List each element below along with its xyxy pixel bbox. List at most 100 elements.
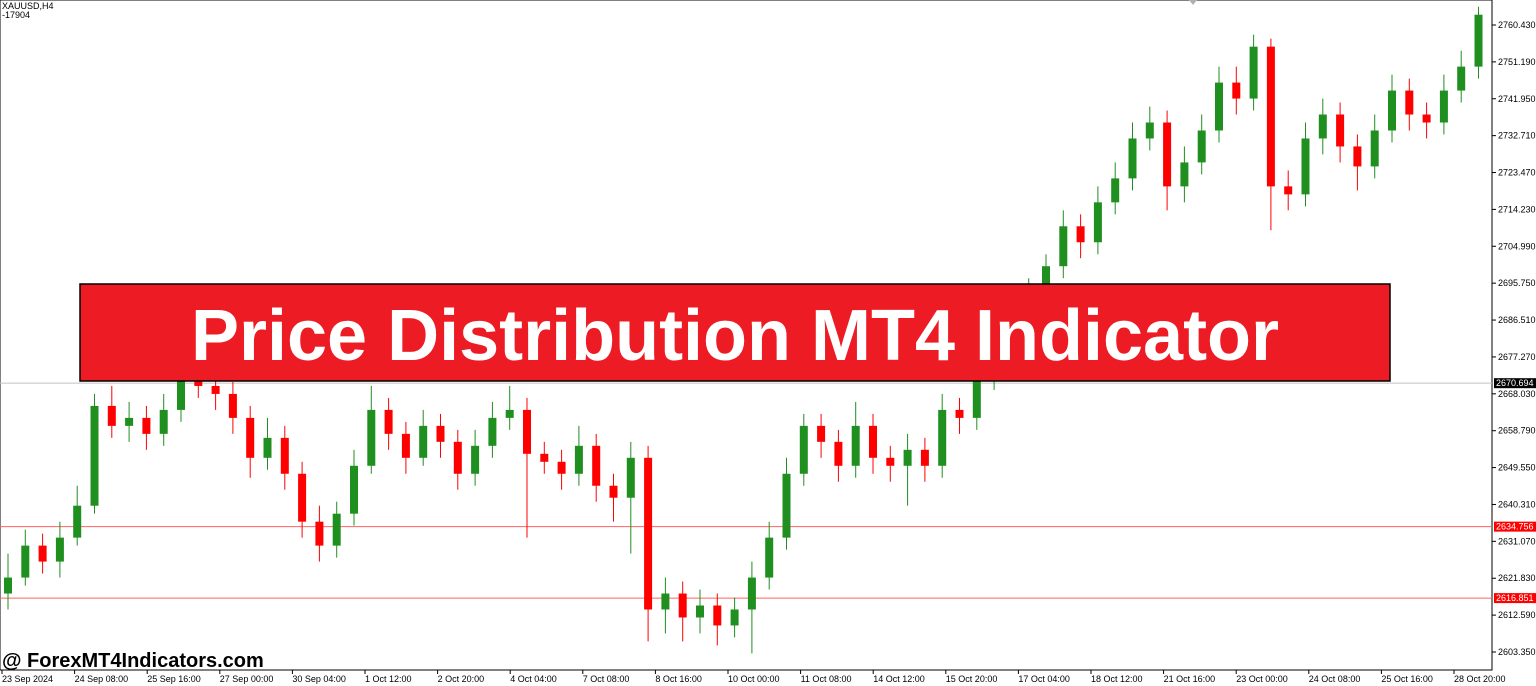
x-tick-label: 23 Oct 00:00 — [1236, 674, 1288, 684]
candle-body — [1284, 186, 1293, 195]
candle-body — [851, 425, 860, 466]
banner-title: Price Distribution MT4 Indicator — [191, 296, 1279, 376]
candle-body — [142, 417, 151, 434]
candle-body — [177, 377, 185, 410]
candle-body — [903, 449, 912, 466]
candle-body — [38, 545, 47, 562]
candle-body — [1422, 114, 1431, 123]
candle-body — [1388, 90, 1396, 131]
candle-body — [1042, 266, 1050, 291]
candle-body — [1336, 114, 1345, 147]
candle-body — [1163, 122, 1172, 187]
candle-body — [453, 441, 462, 474]
candle-body — [1249, 46, 1258, 99]
candle-body — [540, 453, 549, 462]
x-tick-label: 24 Oct 08:00 — [1309, 674, 1361, 684]
candle-body — [246, 417, 255, 458]
candle-body — [298, 473, 307, 522]
candle-body — [557, 461, 566, 474]
candle-body — [471, 445, 480, 474]
candle-body — [159, 409, 168, 434]
candle-body — [1301, 138, 1310, 195]
candle-body — [817, 425, 826, 442]
candle-body — [436, 425, 445, 442]
symbol: XAUUSD,H4 — [2, 1, 54, 11]
x-tick-label: 25 Oct 16:00 — [1381, 674, 1433, 684]
candle-body — [211, 385, 220, 394]
candle-body — [609, 485, 618, 498]
y-tick-label: 2704.990 — [1498, 241, 1536, 251]
y-tick-label: 2658.790 — [1498, 426, 1536, 436]
y-tick-label: 2732.710 — [1498, 131, 1536, 141]
candle-body — [1076, 226, 1085, 243]
candle-body — [1439, 90, 1448, 123]
x-tick-label: 18 Oct 12:00 — [1091, 674, 1143, 684]
candle-body — [626, 457, 635, 498]
candle-body — [1059, 226, 1068, 267]
level-label: 2616.851 — [1496, 593, 1534, 603]
level-label-box — [1494, 593, 1536, 604]
subtitle: -17904 — [2, 10, 30, 20]
y-tick-label: 2686.510 — [1498, 315, 1536, 325]
candle-body — [505, 409, 514, 418]
candle-body — [194, 377, 203, 386]
x-tick-label: 21 Oct 16:00 — [1164, 674, 1216, 684]
x-tick-label: 28 Oct 20:00 — [1454, 674, 1506, 684]
candle-body — [938, 409, 947, 466]
y-tick-label: 2612.590 — [1498, 610, 1536, 620]
candle-body — [1405, 90, 1414, 115]
candle-body — [228, 393, 237, 418]
candle-body — [1232, 82, 1241, 99]
candle-body — [21, 545, 30, 578]
candle-body — [280, 437, 289, 474]
candle-body — [4, 577, 12, 594]
candle-body — [263, 437, 272, 458]
y-tick-label: 2603.350 — [1498, 647, 1536, 657]
candle-body — [1318, 114, 1327, 139]
y-tick-label: 2714.230 — [1498, 204, 1536, 214]
level-label: 2670.694 — [1496, 378, 1534, 388]
banner — [79, 283, 1391, 382]
candle-body — [1180, 162, 1189, 187]
x-tick-label: 4 Oct 04:00 — [510, 674, 557, 684]
shift-marker — [1189, 0, 1197, 5]
candle-body — [90, 405, 99, 506]
candle-body — [834, 441, 843, 466]
candle-body — [886, 457, 895, 466]
y-tick-label: 2668.030 — [1498, 389, 1536, 399]
y-tick-label: 2751.190 — [1498, 57, 1536, 67]
x-tick-label: 17 Oct 04:00 — [1018, 674, 1070, 684]
y-tick-label: 2621.830 — [1498, 573, 1536, 583]
candle-body — [1474, 14, 1483, 67]
candle-body — [1111, 178, 1120, 203]
candle-body — [55, 537, 64, 562]
level-label-box — [1494, 521, 1536, 532]
x-tick-label: 7 Oct 08:00 — [583, 674, 630, 684]
candle-body — [1093, 202, 1102, 243]
x-tick-label: 27 Sep 00:00 — [220, 674, 274, 684]
y-tick-label: 2631.070 — [1498, 536, 1536, 546]
candle-body — [678, 593, 687, 618]
candle-body — [592, 445, 601, 486]
candle-body — [384, 409, 393, 434]
x-tick-label: 15 Oct 20:00 — [946, 674, 998, 684]
candle-body — [332, 513, 341, 546]
candle-body — [1353, 146, 1362, 167]
candle-body — [730, 609, 739, 626]
candle-body — [1215, 82, 1223, 131]
candle-body — [574, 445, 583, 474]
x-tick-label: 25 Sep 16:00 — [147, 674, 201, 684]
candle-body — [107, 405, 116, 426]
candle-body — [1457, 66, 1466, 91]
candle-body — [955, 409, 964, 418]
x-tick-label: 10 Oct 00:00 — [728, 674, 780, 684]
candle-body — [1370, 130, 1379, 167]
candle-body — [972, 377, 981, 418]
x-tick-label: 8 Oct 16:00 — [655, 674, 702, 684]
candle-body — [1145, 122, 1154, 139]
x-tick-label: 2 Oct 20:00 — [438, 674, 485, 684]
y-tick-label: 2677.270 — [1498, 352, 1536, 362]
y-tick-label: 2640.310 — [1498, 499, 1536, 509]
y-tick-label: 2741.950 — [1498, 94, 1536, 104]
